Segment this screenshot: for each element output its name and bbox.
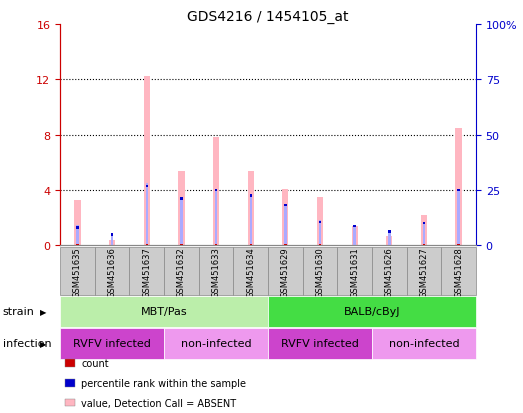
Bar [95,248,129,295]
Bar [164,248,199,295]
Text: GSM451626: GSM451626 [385,246,394,297]
Bar [317,197,323,246]
Bar [247,171,254,246]
Text: GSM451630: GSM451630 [315,246,324,297]
Bar [284,204,287,207]
Bar [180,244,183,246]
Bar [423,222,425,225]
Text: non-infected: non-infected [389,338,459,349]
Bar [129,248,164,295]
Text: GSM451629: GSM451629 [281,246,290,297]
Bar [319,244,321,246]
Text: ▶: ▶ [40,339,47,348]
Text: RVFV infected: RVFV infected [281,338,359,349]
Text: count: count [81,358,109,368]
Bar [74,200,81,246]
Bar [268,248,303,295]
Bar [303,248,337,295]
Bar [372,328,476,359]
Bar [76,244,78,246]
Bar [111,245,113,246]
Bar [249,195,252,197]
Bar [351,226,358,246]
Bar [178,171,185,246]
Bar [284,244,287,246]
Bar [372,248,407,295]
Bar [249,244,252,246]
Bar [144,77,150,246]
Text: infection: infection [3,338,51,349]
Bar [458,189,460,246]
Text: non-infected: non-infected [181,338,252,349]
Bar [76,227,78,229]
Bar [388,231,391,233]
Bar [60,296,268,327]
Bar [421,215,427,246]
Text: GSM451627: GSM451627 [419,246,428,297]
Bar [354,225,356,228]
Text: GSM451636: GSM451636 [108,246,117,297]
Bar [458,244,460,246]
Text: BALB/cByJ: BALB/cByJ [344,306,400,317]
Bar [145,185,148,188]
Bar [109,240,115,246]
Bar [215,244,217,246]
Bar [423,244,425,246]
Text: GSM451631: GSM451631 [350,246,359,297]
Title: GDS4216 / 1454105_at: GDS4216 / 1454105_at [187,10,349,24]
Bar [456,128,462,246]
Text: GSM451633: GSM451633 [212,246,221,297]
Bar [354,245,356,246]
Bar [233,248,268,295]
Bar [145,244,148,246]
Text: percentile rank within the sample: percentile rank within the sample [81,378,246,388]
Text: GSM451634: GSM451634 [246,246,255,297]
Text: GSM451628: GSM451628 [454,246,463,297]
Bar [199,248,233,295]
Bar [268,296,476,327]
Text: ▶: ▶ [40,307,47,316]
Text: GSM451637: GSM451637 [142,246,151,297]
Bar [354,225,356,246]
Bar [284,204,287,246]
Bar [215,189,217,246]
Bar [213,138,219,246]
Bar [60,248,95,295]
Bar [388,230,391,246]
Bar [407,248,441,295]
Bar [180,197,183,200]
Bar [111,233,113,236]
Bar [268,328,372,359]
Bar [249,195,252,246]
Bar [164,328,268,359]
Text: value, Detection Call = ABSENT: value, Detection Call = ABSENT [81,398,236,408]
Text: GSM451632: GSM451632 [177,246,186,297]
Bar [319,221,321,246]
Bar [386,236,392,246]
Bar [111,233,113,246]
Text: RVFV infected: RVFV infected [73,338,151,349]
Bar [282,189,289,246]
Bar [215,189,217,192]
Text: MBT/Pas: MBT/Pas [141,306,187,317]
Bar [60,328,164,359]
Bar [458,189,460,192]
Bar [423,222,425,246]
Bar [441,248,476,295]
Bar [76,225,78,246]
Bar [180,197,183,246]
Bar [145,184,148,246]
Bar [337,248,372,295]
Bar [319,221,321,223]
Text: GSM451635: GSM451635 [73,246,82,297]
Text: strain: strain [3,306,35,317]
Bar [388,245,391,246]
